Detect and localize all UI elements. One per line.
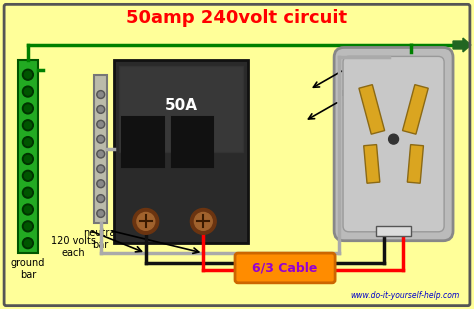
Circle shape [98, 137, 103, 142]
Circle shape [97, 165, 105, 173]
Circle shape [22, 238, 33, 249]
Bar [172, 117, 213, 167]
Text: 50amp 240volt circuit: 50amp 240volt circuit [127, 9, 347, 27]
Circle shape [25, 122, 31, 129]
Circle shape [137, 213, 155, 230]
Circle shape [98, 211, 103, 216]
Bar [114, 60, 248, 243]
Circle shape [22, 103, 33, 114]
Text: ground
bar: ground bar [11, 258, 45, 280]
Circle shape [22, 137, 33, 148]
Text: www.do-it-yourself-help.com: www.do-it-yourself-help.com [351, 291, 460, 300]
Circle shape [25, 189, 31, 196]
Bar [122, 117, 164, 167]
Circle shape [98, 181, 103, 186]
Circle shape [97, 210, 105, 218]
Circle shape [97, 180, 105, 188]
Circle shape [22, 69, 33, 80]
Polygon shape [364, 145, 380, 183]
Circle shape [25, 139, 31, 146]
Circle shape [25, 206, 31, 213]
Circle shape [25, 88, 31, 95]
Circle shape [22, 120, 33, 131]
Circle shape [22, 187, 33, 198]
Text: ground to
circuit: ground to circuit [347, 56, 394, 78]
Circle shape [133, 209, 159, 234]
Text: neutral
bar: neutral bar [83, 228, 118, 250]
Circle shape [98, 151, 103, 156]
Circle shape [25, 71, 31, 78]
Circle shape [97, 135, 105, 143]
Circle shape [98, 107, 103, 112]
Circle shape [98, 166, 103, 171]
Circle shape [25, 105, 31, 112]
Polygon shape [402, 85, 428, 134]
Text: 50A: 50A [164, 98, 198, 113]
Polygon shape [407, 145, 423, 183]
Circle shape [25, 223, 31, 230]
Circle shape [22, 154, 33, 164]
Circle shape [25, 240, 31, 247]
Circle shape [98, 196, 103, 201]
Circle shape [97, 105, 105, 113]
Circle shape [97, 120, 105, 128]
Circle shape [97, 91, 105, 99]
Circle shape [22, 204, 33, 215]
FancyArrow shape [453, 38, 471, 52]
Circle shape [22, 86, 33, 97]
Bar [94, 75, 107, 223]
Circle shape [22, 221, 33, 232]
Circle shape [98, 122, 103, 127]
Bar [376, 226, 411, 236]
FancyBboxPatch shape [343, 56, 444, 232]
Circle shape [194, 213, 212, 230]
Circle shape [97, 195, 105, 203]
Circle shape [98, 92, 103, 97]
Bar [18, 60, 38, 253]
Text: neutral to
circuit: neutral to circuit [342, 88, 390, 109]
FancyBboxPatch shape [334, 48, 453, 241]
Circle shape [191, 209, 216, 234]
Circle shape [25, 172, 31, 179]
Polygon shape [359, 85, 384, 134]
Text: 6/3 Cable: 6/3 Cable [252, 261, 318, 274]
Text: 120 volts
each: 120 volts each [51, 236, 96, 258]
Bar [119, 66, 243, 152]
FancyBboxPatch shape [235, 253, 335, 283]
Circle shape [25, 155, 31, 163]
Circle shape [97, 150, 105, 158]
Circle shape [389, 134, 399, 144]
Circle shape [22, 170, 33, 181]
